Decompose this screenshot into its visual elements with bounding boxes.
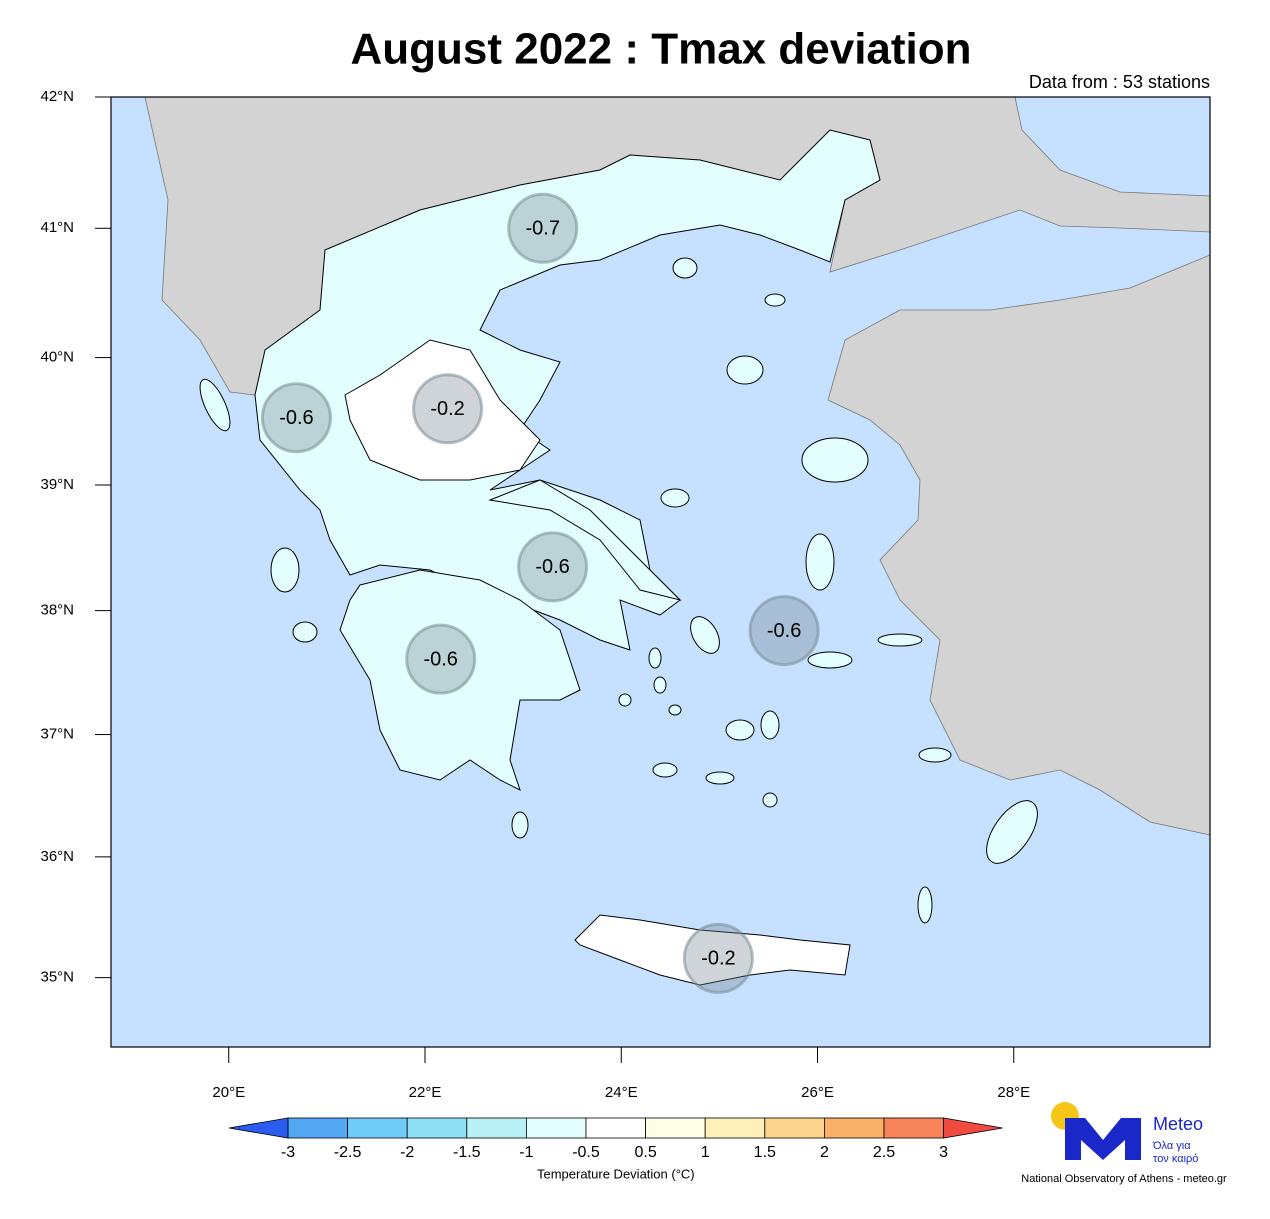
station-marker: [260, 382, 332, 454]
island: [807, 651, 853, 669]
island: [918, 747, 952, 763]
y-tick-label: 41°N: [40, 219, 74, 236]
colorbar-tick-label: 3: [939, 1144, 948, 1161]
colorbar-tick-label: -1.5: [453, 1144, 481, 1161]
islands: [199, 257, 1038, 924]
y-tick-label: 35°N: [40, 969, 74, 986]
map: [110, 96, 1211, 1048]
colorbar-box: [466, 1117, 527, 1139]
station-value: -0.7: [526, 218, 560, 240]
logo-tagline: τον καιρό: [1153, 1153, 1198, 1165]
island: [764, 293, 786, 307]
y-tick-label: 36°N: [40, 848, 74, 865]
logo-mark: [1065, 1118, 1141, 1160]
station-value: -0.6: [535, 556, 569, 578]
y-tick-label: 38°N: [40, 602, 74, 619]
land-anatolia: [827, 254, 1211, 836]
island: [199, 378, 231, 432]
station-value: -0.6: [423, 648, 457, 670]
land-crete: [574, 914, 851, 986]
colorbar-tick-label: 2.5: [873, 1144, 895, 1161]
y-tick-label: 37°N: [40, 726, 74, 743]
colorbar-box: [287, 1117, 348, 1139]
land-thessaly: [344, 339, 541, 481]
logo-name: Meteo: [1153, 1114, 1203, 1134]
y-tick-label: 42°N: [40, 88, 74, 105]
island: [690, 616, 720, 654]
colorbar-tick-label: -1: [519, 1144, 533, 1161]
title: August 2022 : Tmax deviation: [350, 25, 971, 74]
land-euboea: [488, 479, 682, 601]
subtitle: Data from : 53 stations: [1029, 72, 1210, 92]
colorbar-box: [526, 1117, 587, 1139]
island: [877, 633, 923, 647]
colorbar-arrow: [943, 1117, 1003, 1139]
colorbar-tick-label: -0.5: [572, 1144, 600, 1161]
island: [653, 676, 667, 694]
island: [805, 533, 835, 591]
station-marker: [412, 373, 484, 445]
x-tick-label: 20°E: [212, 1084, 245, 1101]
island: [726, 355, 764, 385]
y-tick-label: 40°N: [40, 349, 74, 366]
x-tick-label: 24°E: [605, 1084, 638, 1101]
station-value: -0.2: [430, 398, 464, 420]
logo: Meteo Όλα για τον καιρό National Observa…: [1021, 1102, 1227, 1185]
colorbar-box: [824, 1117, 885, 1139]
island: [668, 704, 682, 716]
island: [725, 719, 755, 741]
island: [292, 621, 318, 643]
island: [801, 437, 869, 483]
island: [660, 488, 690, 508]
colorbar-box: [406, 1117, 468, 1139]
island: [652, 762, 678, 778]
island: [672, 257, 698, 279]
station-value: -0.6: [767, 620, 801, 642]
island: [270, 547, 300, 593]
colorbar-tick-label: -2: [400, 1144, 414, 1161]
station-marker: [405, 623, 477, 695]
x-tick-label: 26°E: [801, 1084, 834, 1101]
colorbar-box: [585, 1117, 646, 1139]
colorbar-tick-label: 1.5: [754, 1144, 776, 1161]
station-marker: [507, 192, 579, 264]
colorbar-box: [347, 1117, 408, 1139]
colorbar-box: [645, 1117, 706, 1139]
island: [986, 800, 1038, 864]
island: [618, 693, 632, 707]
island: [762, 792, 778, 808]
station-marker: [748, 595, 820, 667]
land-peloponnese: [339, 569, 581, 791]
station-marker: [682, 922, 754, 994]
island: [760, 710, 780, 740]
x-tick-label: 28°E: [997, 1084, 1030, 1101]
colorbar-tick-label: 0.5: [634, 1144, 656, 1161]
colorbar-arrow: [228, 1117, 289, 1139]
station-value: -0.6: [279, 407, 313, 429]
colorbar-tick-label: -3: [281, 1144, 295, 1161]
island: [511, 811, 529, 839]
colorbar-tick-label: 1: [701, 1144, 710, 1161]
x-tick-label: 22°E: [409, 1084, 442, 1101]
colorbar-tick-label: -2.5: [334, 1144, 362, 1161]
colorbar-box: [764, 1117, 825, 1139]
colorbar-box: [704, 1117, 766, 1139]
island: [705, 771, 735, 785]
station-marker: [517, 531, 589, 603]
logo-tagline: Όλα για: [1152, 1140, 1191, 1152]
colorbar-label: Temperature Deviation (°C): [537, 1166, 695, 1181]
station-value: -0.2: [701, 948, 735, 970]
credit: National Observatory of Athens - meteo.g…: [1021, 1173, 1227, 1185]
island: [917, 886, 933, 924]
map-frame: [110, 96, 1211, 1048]
island: [648, 647, 662, 669]
colorbar-tick-label: 2: [820, 1144, 829, 1161]
y-tick-label: 39°N: [40, 476, 74, 493]
colorbar-box: [883, 1117, 944, 1139]
